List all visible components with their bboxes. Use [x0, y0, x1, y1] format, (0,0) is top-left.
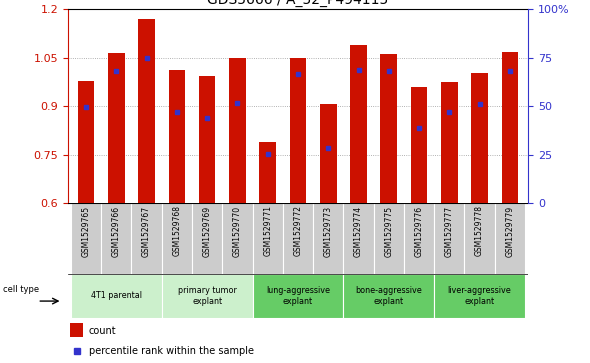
Text: percentile rank within the sample: percentile rank within the sample — [88, 346, 254, 356]
Text: GSM1529766: GSM1529766 — [112, 205, 121, 257]
Bar — [434, 274, 525, 318]
Text: GSM1529768: GSM1529768 — [172, 205, 181, 256]
Bar — [313, 203, 343, 274]
Bar — [464, 203, 495, 274]
Text: GSM1529767: GSM1529767 — [142, 205, 151, 257]
Bar — [253, 203, 283, 274]
Bar — [162, 203, 192, 274]
Text: GSM1529775: GSM1529775 — [384, 205, 394, 257]
Bar — [71, 203, 101, 274]
Title: GDS5666 / A_52_P494115: GDS5666 / A_52_P494115 — [207, 0, 389, 7]
Bar — [260, 142, 276, 203]
Text: 4T1 parental: 4T1 parental — [91, 291, 142, 300]
Text: GSM1529765: GSM1529765 — [81, 205, 90, 257]
Bar — [229, 58, 245, 203]
Bar — [199, 76, 215, 203]
Bar — [192, 203, 222, 274]
Bar — [343, 274, 434, 318]
Text: count: count — [88, 326, 116, 336]
Text: GSM1529774: GSM1529774 — [354, 205, 363, 257]
Text: GSM1529771: GSM1529771 — [263, 205, 272, 256]
Bar — [162, 274, 253, 318]
Text: lung-aggressive
explant: lung-aggressive explant — [266, 286, 330, 306]
Bar — [283, 203, 313, 274]
Bar — [350, 45, 367, 203]
Text: GSM1529772: GSM1529772 — [293, 205, 303, 256]
Text: GSM1529777: GSM1529777 — [445, 205, 454, 257]
Text: GSM1529778: GSM1529778 — [475, 205, 484, 256]
Text: cell type: cell type — [4, 285, 40, 294]
Text: GSM1529770: GSM1529770 — [233, 205, 242, 257]
Text: GSM1529773: GSM1529773 — [324, 205, 333, 257]
Text: bone-aggressive
explant: bone-aggressive explant — [355, 286, 422, 306]
Text: GSM1529779: GSM1529779 — [506, 205, 514, 257]
Text: GSM1529776: GSM1529776 — [415, 205, 424, 257]
Bar — [441, 82, 458, 203]
Bar — [411, 87, 427, 203]
Bar — [495, 203, 525, 274]
Bar — [71, 274, 162, 318]
Bar — [138, 19, 155, 203]
Bar — [290, 58, 306, 203]
Text: liver-aggressive
explant: liver-aggressive explant — [448, 286, 512, 306]
Bar — [108, 53, 124, 203]
Bar — [132, 203, 162, 274]
Bar — [253, 274, 343, 318]
Text: GSM1529769: GSM1529769 — [202, 205, 212, 257]
Text: primary tumor
explant: primary tumor explant — [178, 286, 237, 306]
Bar — [381, 54, 397, 203]
Bar — [502, 52, 518, 203]
Bar — [78, 81, 94, 203]
Bar — [471, 73, 488, 203]
Bar — [70, 323, 83, 338]
Bar — [222, 203, 253, 274]
Bar — [404, 203, 434, 274]
Bar — [373, 203, 404, 274]
Bar — [320, 103, 336, 203]
Bar — [101, 203, 132, 274]
Bar — [169, 70, 185, 203]
Bar — [434, 203, 464, 274]
Bar — [343, 203, 373, 274]
